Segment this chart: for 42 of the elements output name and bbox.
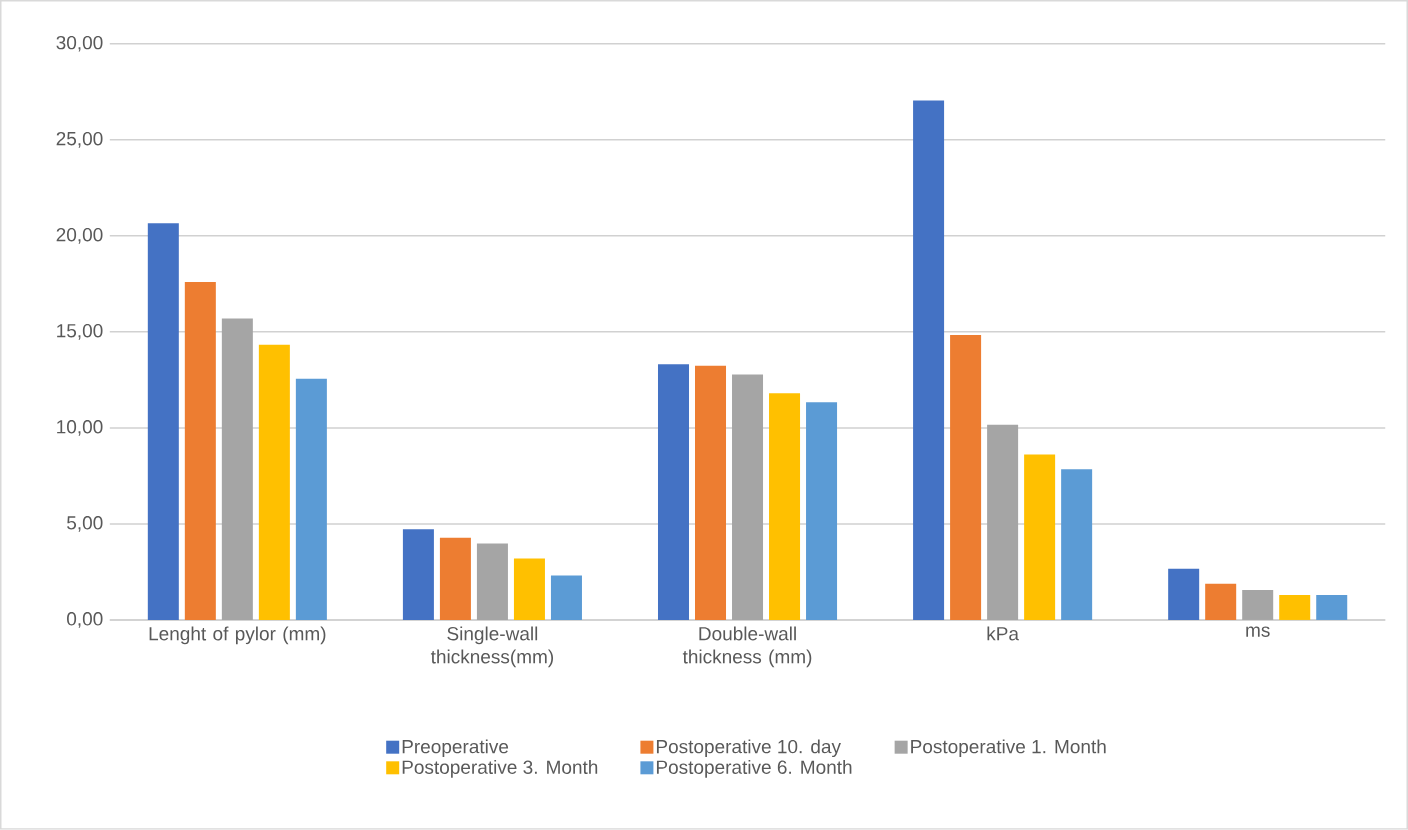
x-tick-label: ms (1246, 626, 1270, 638)
bar (732, 374, 764, 621)
bar (147, 223, 179, 621)
bar (1242, 590, 1274, 621)
bar (439, 537, 471, 621)
y-tick-label: 15,00 (57, 324, 103, 340)
bar (550, 575, 582, 621)
bar (1168, 568, 1200, 621)
bar (184, 282, 216, 621)
bar (476, 543, 508, 621)
bar (913, 100, 945, 621)
bar (258, 344, 290, 621)
bar (695, 365, 727, 621)
bar (513, 558, 545, 621)
x-tick-label: Double-wall thickness (mm) (682, 626, 812, 668)
legend-label: Preoperative (402, 739, 509, 758)
y-tick-label: 25,00 (56, 132, 103, 148)
bar (402, 529, 434, 621)
bar (1061, 469, 1093, 621)
legend-label: Postoperative 1. Month (911, 739, 1106, 758)
bar (657, 364, 689, 621)
x-tick-label: Single-wall thickness(mm) (430, 626, 554, 668)
bar (769, 393, 801, 621)
x-tick-label: kPa (987, 626, 1019, 641)
bar (1205, 583, 1237, 621)
legend-label: Postoperative 3. Month (402, 760, 598, 778)
bar (1024, 454, 1056, 621)
legend-label: Postoperative 6. Month (656, 760, 852, 778)
bar (806, 402, 838, 621)
legend-label: Postoperative 10. day (656, 739, 841, 758)
bar (221, 318, 253, 621)
bar (987, 424, 1019, 621)
bar (1279, 595, 1311, 621)
x-tick-label: Lenght of pylor (mm) (149, 626, 326, 645)
y-tick-label: 20,00 (56, 228, 103, 244)
y-tick-label: 0,00 (67, 612, 103, 628)
y-tick-label: 30,00 (56, 36, 103, 52)
bar (1316, 595, 1348, 621)
y-tick-label: 5,00 (67, 516, 103, 532)
y-tick-label: 10,00 (57, 420, 103, 436)
bar (295, 378, 327, 621)
bar (950, 335, 982, 621)
